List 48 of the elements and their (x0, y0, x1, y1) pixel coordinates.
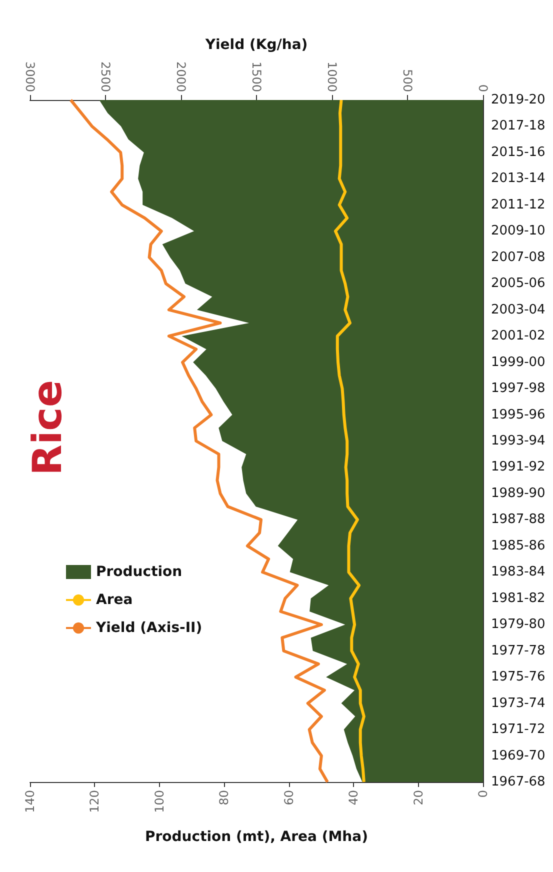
y-tick-label: 1999-00 (491, 354, 546, 370)
x2-tick-label: 3000 (23, 61, 37, 92)
x-tick-label: 140 (23, 790, 37, 813)
y-tick-label: 1991-92 (491, 460, 546, 475)
y-tick-label: 1995-96 (491, 407, 546, 422)
x-tick-label: 40 (346, 790, 361, 806)
x-axis-title: Production (mt), Area (Mha) (145, 829, 368, 845)
y-tick-label: 1989-90 (491, 486, 546, 501)
y-tick-label: 2007-08 (491, 250, 546, 265)
x2-tick-label: 1000 (325, 61, 339, 92)
y-tick-label: 1987-88 (491, 512, 546, 528)
y-tick-label: 1985-86 (491, 538, 546, 554)
y-tick-label: 2003-04 (491, 302, 546, 318)
x-tick-label: 60 (282, 790, 296, 806)
x2-tick-label: 500 (400, 69, 414, 92)
x2-tick-label: 0 (476, 84, 490, 92)
x2-tick-label: 2000 (174, 61, 188, 92)
y-tick-label: 2019-20 (491, 92, 546, 108)
y-tick-label: 1997-98 (491, 381, 546, 396)
y-tick-label: 1977-78 (491, 643, 546, 658)
x-tick-label: 100 (152, 790, 166, 813)
y-tick-label: 1969-70 (491, 748, 546, 764)
x-tick-label: 120 (88, 790, 102, 813)
x2-axis-title: Yield (Kg/ha) (204, 37, 308, 53)
y-tick-label: 2017-18 (491, 118, 546, 134)
y-tick-label: 1975-76 (491, 670, 546, 685)
y-tick-label: 2011-12 (491, 197, 546, 212)
x-tick-label: 80 (217, 790, 232, 806)
y-tick-label: 2013-14 (491, 171, 546, 186)
y-tick-label: 1981-82 (491, 590, 546, 606)
y-tick-label: 1973-74 (491, 696, 546, 711)
legend-label: Yield (Axis-II) (95, 620, 202, 636)
y-tick-label: 1979-80 (491, 617, 546, 632)
y-tick-label: 2005-06 (491, 276, 546, 292)
y-tick-label: 1971-72 (491, 722, 546, 738)
x-tick-label: 20 (411, 790, 426, 806)
text: Rice (25, 380, 71, 476)
x-tick-label: 0 (476, 790, 490, 798)
y-tick-label: 2009-10 (491, 224, 546, 239)
y-tick-label: 1967-68 (491, 774, 546, 790)
x2-tick-label: 2500 (98, 61, 112, 92)
y-tick-label: 2015-16 (491, 144, 546, 160)
y-tick-label: 2001-02 (491, 328, 546, 344)
y-tick-label: 1983-84 (491, 564, 546, 580)
x2-tick-label: 1500 (250, 61, 264, 92)
legend-label: Area (96, 592, 133, 608)
legend-label: Production (96, 564, 182, 580)
y-tick-label: 1993-94 (491, 434, 546, 448)
